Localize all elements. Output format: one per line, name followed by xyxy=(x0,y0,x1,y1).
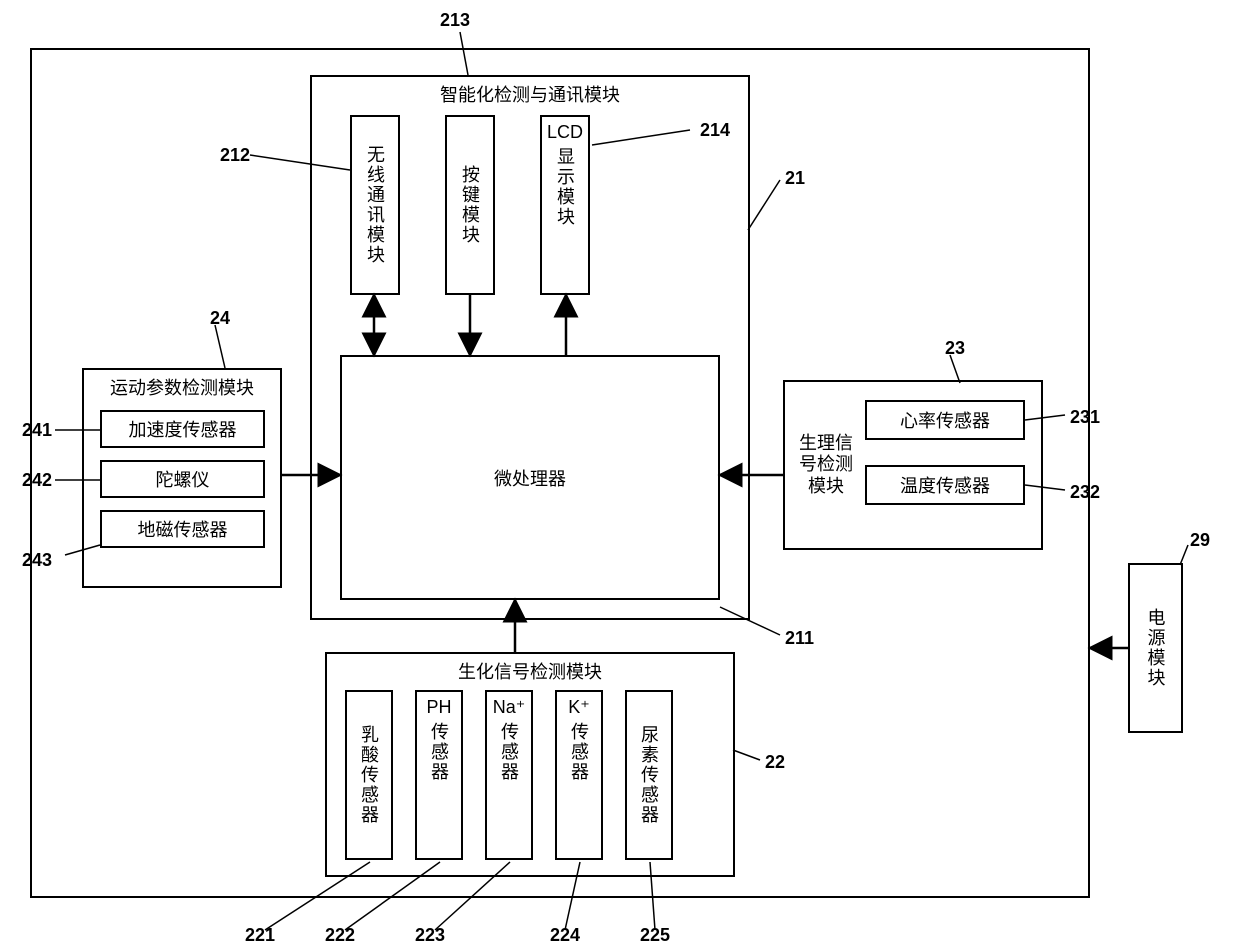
module-22-item-2-label: Na⁺传感器 xyxy=(487,692,531,858)
callout-241: 241 xyxy=(22,420,52,441)
module-24-item-2: 地磁传感器 xyxy=(100,510,265,548)
module-23-item-1: 温度传感器 xyxy=(865,465,1025,505)
callout-213: 213 xyxy=(440,10,470,31)
module-22-item-3-label: K⁺传感器 xyxy=(557,692,601,858)
callout-242: 242 xyxy=(22,470,52,491)
module-22-item-0: 乳酸传感器 xyxy=(345,690,393,860)
module-24-title: 运动参数检测模块 xyxy=(82,374,282,400)
module-24-item-1-label: 陀螺仪 xyxy=(102,462,263,496)
callout-212: 212 xyxy=(220,145,250,166)
callout-224: 224 xyxy=(550,925,580,946)
module-22-item-3: K⁺传感器 xyxy=(555,690,603,860)
module-23-item-1-label: 温度传感器 xyxy=(867,467,1023,503)
module-22-item-2: Na⁺传感器 xyxy=(485,690,533,860)
callout-221: 221 xyxy=(245,925,275,946)
module-23-item-0-label: 心率传感器 xyxy=(867,402,1023,438)
callout-225: 225 xyxy=(640,925,670,946)
callout-232: 232 xyxy=(1070,482,1100,503)
mcu-label: 微处理器 xyxy=(342,357,718,598)
module-24-item-0: 加速度传感器 xyxy=(100,410,265,448)
callout-29: 29 xyxy=(1190,530,1210,551)
callout-223: 223 xyxy=(415,925,445,946)
module-21-title: 智能化检测与通讯模块 xyxy=(310,81,750,107)
module-22-item-0-label: 乳酸传感器 xyxy=(347,692,391,858)
power-module: 电源模块 xyxy=(1128,563,1183,733)
keys-module-label: 按键模块 xyxy=(447,117,493,293)
callout-222: 222 xyxy=(325,925,355,946)
module-22-item-1-label: PH传感器 xyxy=(417,692,461,858)
module-22-item-4-label: 尿素传感器 xyxy=(627,692,671,858)
wireless-module: 无线通讯模块 xyxy=(350,115,400,295)
callout-23: 23 xyxy=(945,338,965,359)
callout-22: 22 xyxy=(765,752,785,773)
module-22-item-4: 尿素传感器 xyxy=(625,690,673,860)
callout-24: 24 xyxy=(210,308,230,329)
power-module-label: 电源模块 xyxy=(1130,565,1181,731)
module-22-title: 生化信号检测模块 xyxy=(325,658,735,684)
module-23-item-0: 心率传感器 xyxy=(865,400,1025,440)
callout-line xyxy=(1180,545,1188,565)
module-24-item-2-label: 地磁传感器 xyxy=(102,512,263,546)
callout-21: 21 xyxy=(785,168,805,189)
callout-231: 231 xyxy=(1070,407,1100,428)
module-23-title: 生理信号检测模块 xyxy=(796,395,856,535)
keys-module: 按键模块 xyxy=(445,115,495,295)
lcd-module-label: LCD显示模块 xyxy=(542,117,588,293)
callout-243: 243 xyxy=(22,550,52,571)
module-24-item-1: 陀螺仪 xyxy=(100,460,265,498)
module-24-item-0-label: 加速度传感器 xyxy=(102,412,263,446)
module-22-item-1: PH传感器 xyxy=(415,690,463,860)
mcu: 微处理器 xyxy=(340,355,720,600)
lcd-module: LCD显示模块 xyxy=(540,115,590,295)
callout-214: 214 xyxy=(700,120,730,141)
callout-211: 211 xyxy=(785,628,814,649)
wireless-module-label: 无线通讯模块 xyxy=(352,117,398,293)
